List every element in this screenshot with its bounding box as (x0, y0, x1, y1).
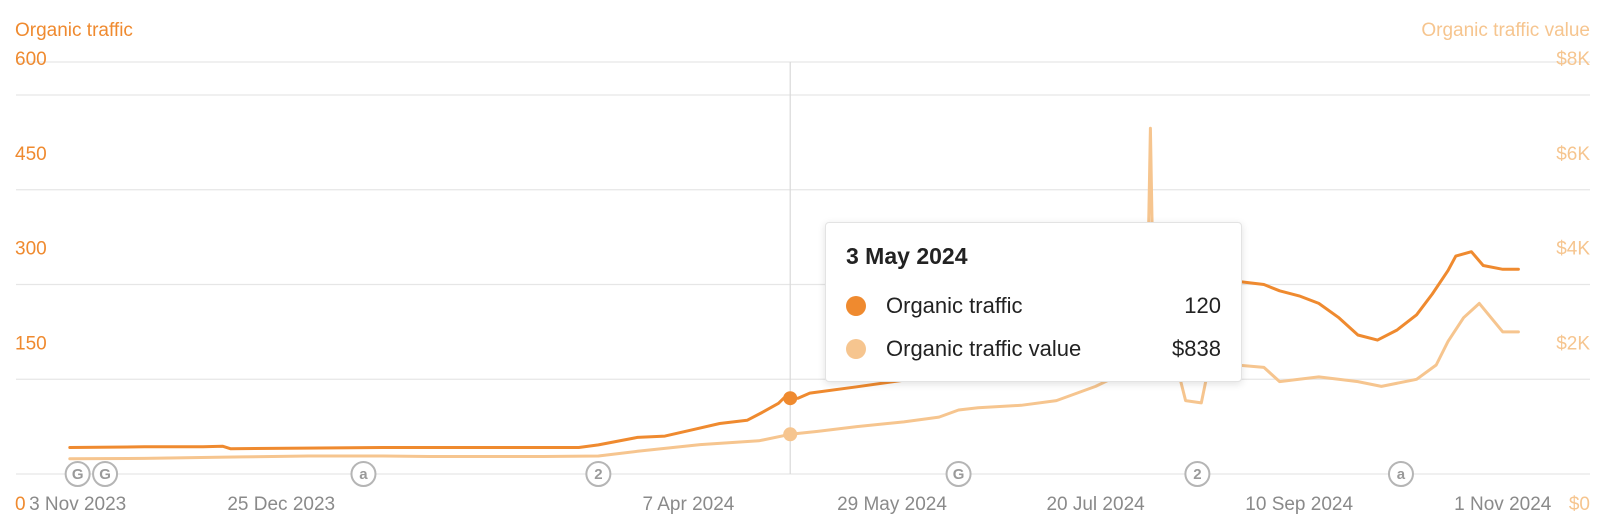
annotation-marker-label: a (1397, 466, 1406, 483)
right-tick-label: $8K (1556, 49, 1590, 70)
x-tick-label: 29 May 2024 (837, 494, 947, 515)
x-tick-label: 25 Dec 2023 (227, 494, 335, 515)
annotation-marker-label: G (99, 466, 111, 483)
series-lines (68, 126, 1520, 461)
right-tick-label: $2K (1556, 333, 1590, 354)
tooltip-traffic-value-value: $838 (1172, 335, 1221, 361)
x-tick-label: 3 Nov 2023 (29, 494, 126, 515)
hover-point-traffic-value (783, 427, 798, 442)
series-line-traffic (68, 250, 1520, 451)
tooltip-date: 3 May 2024 (846, 243, 968, 269)
annotation-marker-circle (64, 461, 91, 487)
hover-points (783, 391, 798, 442)
annotation-marker-label: a (359, 466, 368, 483)
x-tick-label: 10 Sep 2024 (1245, 494, 1353, 515)
annotation-marker-circle (945, 461, 972, 487)
traffic-value-legend-dot (846, 338, 866, 359)
left-tick-label: 300 (15, 239, 47, 260)
left-axis-title: Organic traffic (15, 20, 133, 41)
x-tick-label: 20 Jul 2024 (1046, 494, 1145, 515)
right-tick-label: $4K (1556, 239, 1590, 260)
x-tick-label: 7 Apr 2024 (642, 494, 734, 515)
tooltip-traffic-label: Organic traffic (886, 292, 1023, 318)
left-tick-label: 0 (15, 494, 26, 515)
tooltip-traffic-value-label: Organic traffic value (886, 335, 1082, 361)
annotation-marker-circle (92, 461, 119, 487)
left-tick-label: 600 (15, 49, 47, 70)
traffic-legend-dot (846, 295, 866, 316)
series-line-traffic-value (68, 126, 1520, 461)
left-tick-label: 450 (15, 144, 47, 165)
annotation-marker-label: 2 (594, 466, 602, 483)
tooltip-traffic-value: 120 (1184, 292, 1221, 318)
left-y-axis: 0 150 300 450 600 (15, 49, 47, 515)
tooltip-row-traffic-value: Organic traffic value $838 (846, 327, 1221, 370)
right-tick-label: $0 (1569, 494, 1590, 515)
tooltip-row-traffic: Organic traffic 120 (846, 284, 1221, 327)
annotation-marker-label: 2 (1193, 466, 1201, 483)
hover-tooltip: 3 May 2024 Organic traffic 120 Organic t… (825, 222, 1242, 382)
right-axis-title: Organic traffic value (1421, 20, 1590, 41)
left-tick-label: 150 (15, 333, 47, 354)
x-tick-label: 1 Nov 2024 (1454, 494, 1552, 515)
annotation-marker-circle (1387, 461, 1414, 487)
hover-point-traffic (783, 391, 798, 406)
annotation-marker-label: G (72, 466, 84, 483)
annotation-marker-label: G (953, 466, 965, 483)
right-tick-label: $6K (1556, 144, 1590, 165)
annotation-marker-circle (350, 461, 377, 487)
grid-lines (16, 61, 1590, 475)
right-y-axis: $0 $2K $4K $6K $8K (1556, 49, 1590, 515)
annotation-marker-circle (1184, 461, 1211, 487)
annotation-marker-circle (585, 461, 612, 487)
x-axis: 3 Nov 2023 25 Dec 2023 7 Apr 2024 29 May 20… (29, 494, 1552, 515)
